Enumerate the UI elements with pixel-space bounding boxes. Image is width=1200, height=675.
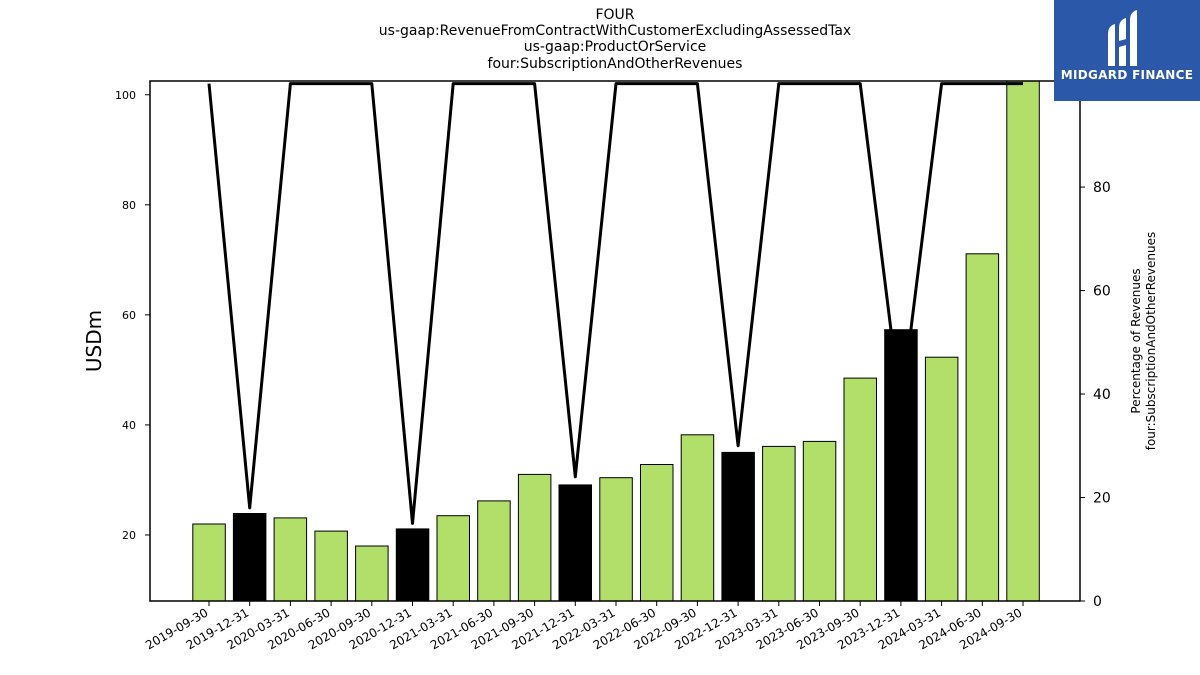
bar-2022-12-31 <box>721 451 755 602</box>
bar-2019-09-30 <box>192 523 226 602</box>
left-tick-label-60: 60 <box>122 309 136 322</box>
bar-2024-09-30 <box>1006 80 1040 602</box>
midgard-logo-icon <box>1108 10 1137 66</box>
right-tick-label-40: 40 <box>1093 387 1111 403</box>
left-tick-label-100: 100 <box>115 89 136 102</box>
right-tick-label-60: 60 <box>1093 284 1111 300</box>
bar-2021-06-30 <box>477 500 511 602</box>
bar-2019-12-31 <box>232 513 267 602</box>
left-tick-label-40: 40 <box>122 419 136 432</box>
logo-text: MIDGARD FINANCE <box>1060 68 1194 82</box>
bar-2020-06-30 <box>314 530 348 602</box>
bar-2020-03-31 <box>273 517 308 602</box>
plot-frame <box>149 80 1081 602</box>
right-tick-label-0: 0 <box>1093 594 1102 610</box>
right-axis-label-line-1: Percentage of Revenues <box>1129 268 1143 413</box>
bar-2024-03-31 <box>924 356 959 602</box>
percentage-line <box>207 82 1023 525</box>
left-axis-label: USDm <box>82 310 106 372</box>
bar-2022-03-31 <box>599 477 633 602</box>
bar-2022-06-30 <box>640 464 674 602</box>
midgard-finance-logo: MIDGARD FINANCE <box>1054 0 1200 101</box>
left-tick-label-20: 20 <box>122 529 136 542</box>
bar-2021-03-31 <box>436 515 470 602</box>
title-line-2: us-gaap:RevenueFromContractWithCustomerE… <box>378 23 852 39</box>
right-axis-label-line-2: four:SubscriptionAndOtherRevenues <box>1144 232 1158 451</box>
title-line-4: four:SubscriptionAndOtherRevenues <box>487 56 743 72</box>
bar-2022-09-30 <box>680 434 715 602</box>
right-tick-label-80: 80 <box>1093 180 1111 196</box>
bar-2023-03-31 <box>762 445 796 602</box>
bar-2020-12-31 <box>395 528 430 602</box>
bar-2021-09-30 <box>517 473 552 602</box>
title-line-1: FOUR <box>595 7 635 23</box>
bar-2023-06-30 <box>802 440 837 602</box>
right-tick-label-20: 20 <box>1093 491 1111 507</box>
bar-2023-09-30 <box>843 377 877 602</box>
bar-2024-06-30 <box>965 253 1000 602</box>
bar-2023-12-31 <box>884 329 918 602</box>
left-tick-label-80: 80 <box>122 199 136 212</box>
bar-2021-12-31 <box>558 484 592 602</box>
title-line-3: us-gaap:ProductOrService <box>523 39 707 55</box>
bar-2020-09-30 <box>355 545 389 602</box>
